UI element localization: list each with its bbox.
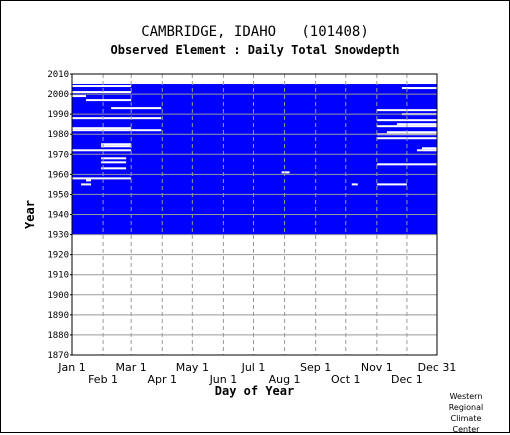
x-tick-label: Mar 1	[116, 361, 147, 374]
missing-gap	[81, 183, 92, 186]
missing-gap	[376, 163, 437, 166]
missing-gap	[72, 95, 87, 98]
missing-gap	[396, 123, 437, 126]
y-tick-label: 1880	[47, 331, 69, 341]
y-tick-label: 1890	[47, 311, 69, 321]
y-tick-label: 1940	[47, 211, 69, 221]
x-tick-label: Dec 31	[418, 361, 457, 374]
missing-gap	[72, 127, 132, 130]
y-tick-label: 1990	[47, 110, 69, 120]
credit-line: Regional	[448, 403, 484, 412]
missing-gap	[376, 119, 437, 122]
missing-gap	[72, 117, 162, 120]
y-tick-label: 2000	[47, 90, 69, 100]
chart-subtitle: Observed Element : Daily Total Snowdepth	[110, 43, 400, 57]
missing-gap	[101, 161, 127, 164]
plot-area	[72, 84, 437, 235]
y-tick-label: 1900	[47, 291, 69, 301]
credit-block: Western Regional Climate Center	[436, 391, 496, 435]
x-tick-label: Jun 1	[209, 373, 238, 386]
credit-line: Western	[449, 392, 483, 401]
x-tick-label: Jul 1	[241, 361, 266, 374]
x-axis-label: Day of Year	[215, 384, 294, 398]
y-tick-label: 2010	[47, 70, 69, 80]
y-tick-label: 1930	[47, 231, 69, 241]
missing-gap	[72, 85, 132, 88]
x-tick-label: Oct 1	[331, 373, 361, 386]
y-tick-label: 1870	[47, 351, 69, 361]
x-tick-label: Feb 1	[88, 373, 118, 386]
credit-line: Center	[452, 425, 480, 434]
missing-gap	[72, 129, 162, 132]
missing-gap	[72, 91, 132, 94]
y-tick-label: 1960	[47, 170, 69, 180]
missing-gap	[421, 147, 437, 150]
missing-gap	[386, 131, 437, 134]
y-tick-label: 1980	[47, 130, 69, 140]
credit-line: Climate	[450, 414, 482, 423]
missing-gap	[376, 183, 407, 186]
x-tick-label: Aug 1	[269, 373, 301, 386]
x-tick-label: Nov 1	[361, 361, 393, 374]
y-axis-label: Year	[23, 200, 37, 229]
x-tick-labels: Jan 1 Mar 1 May 1 Jul 1 Sep 1 Nov 1 Dec 31 Feb …	[57, 361, 456, 386]
missing-gap	[101, 143, 132, 146]
grid-lines	[72, 74, 437, 355]
y-tick-label: 1910	[47, 271, 69, 281]
missing-gap	[281, 171, 290, 174]
missing-gap	[111, 107, 162, 110]
missing-gap	[101, 157, 127, 160]
y-tick-label: 1970	[47, 150, 69, 160]
snowdepth-record-block	[72, 84, 437, 235]
x-tick-label: May 1	[176, 361, 209, 374]
x-tick-label: Apr 1	[147, 373, 177, 386]
missing-gap	[86, 179, 92, 182]
x-tick-label: Jan 1	[57, 361, 85, 374]
missing-gap	[72, 149, 132, 152]
x-tick-label: Sep 1	[300, 361, 331, 374]
missing-gap	[351, 183, 358, 186]
y-tick-labels: 2010 2000 1990 1980 1970 1960 1950 1940 1930 1920…	[47, 70, 72, 361]
x-tick-label: Dec 1	[391, 373, 423, 386]
missing-gap	[101, 145, 132, 148]
missing-gap	[101, 167, 127, 170]
missing-gap	[72, 177, 132, 180]
missing-gap	[86, 99, 132, 102]
y-tick-label: 1920	[47, 251, 69, 261]
chart-title: CAMBRIDGE, IDAHO (101408)	[141, 24, 369, 40]
y-tick-label: 1950	[47, 190, 69, 200]
missing-gap	[416, 149, 437, 152]
missing-gap	[401, 87, 437, 90]
